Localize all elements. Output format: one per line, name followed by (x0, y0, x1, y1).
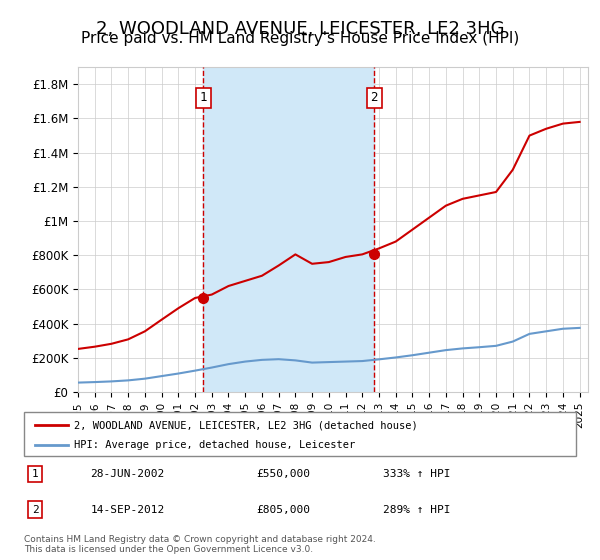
Text: £550,000: £550,000 (256, 469, 310, 479)
Text: £805,000: £805,000 (256, 505, 310, 515)
Text: 289% ↑ HPI: 289% ↑ HPI (383, 505, 450, 515)
Text: 2: 2 (32, 505, 38, 515)
Text: 2: 2 (370, 91, 378, 105)
FancyBboxPatch shape (24, 412, 576, 456)
Text: HPI: Average price, detached house, Leicester: HPI: Average price, detached house, Leic… (74, 440, 355, 450)
Text: 2, WOODLAND AVENUE, LEICESTER, LE2 3HG: 2, WOODLAND AVENUE, LEICESTER, LE2 3HG (96, 20, 504, 38)
Text: 1: 1 (32, 469, 38, 479)
Text: Price paid vs. HM Land Registry's House Price Index (HPI): Price paid vs. HM Land Registry's House … (81, 31, 519, 46)
Text: 1: 1 (199, 91, 207, 105)
Text: 2, WOODLAND AVENUE, LEICESTER, LE2 3HG (detached house): 2, WOODLAND AVENUE, LEICESTER, LE2 3HG (… (74, 420, 418, 430)
Text: 14-SEP-2012: 14-SEP-2012 (90, 505, 164, 515)
Text: 333% ↑ HPI: 333% ↑ HPI (383, 469, 450, 479)
Text: 28-JUN-2002: 28-JUN-2002 (90, 469, 164, 479)
Bar (203, 67, 374, 392)
Text: Contains HM Land Registry data © Crown copyright and database right 2024.
This d: Contains HM Land Registry data © Crown c… (24, 535, 376, 554)
